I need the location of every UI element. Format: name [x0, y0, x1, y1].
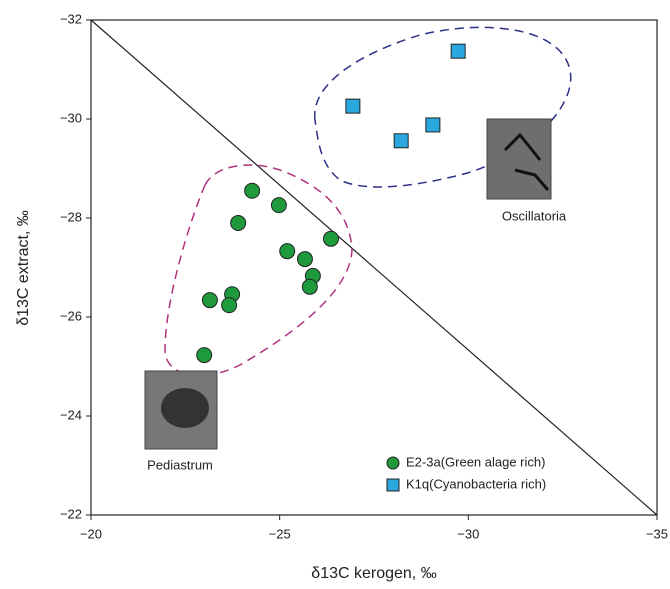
legend-label: E2-3a(Green alage rich)	[406, 454, 545, 469]
y-tick-label: −24	[60, 407, 82, 422]
legend-label: K1q(Cyanobacteria rich)	[406, 476, 546, 491]
x-axis-label: δ13C kerogen, ‰	[311, 565, 436, 582]
point	[280, 244, 295, 259]
legend-swatch	[387, 457, 399, 469]
sem-image	[487, 119, 551, 199]
point	[302, 279, 317, 294]
y-tick-label: −28	[60, 209, 82, 224]
x-tick-label: −35	[646, 526, 668, 541]
point	[245, 183, 260, 198]
chart: Oscillatoria Pediastrum δ13C kerogen, ‰ …	[0, 0, 670, 584]
point	[202, 293, 217, 308]
y-tick-label: −22	[60, 506, 82, 521]
point	[426, 118, 440, 132]
point	[451, 44, 465, 58]
x-tick-label: −25	[269, 526, 291, 541]
point	[197, 348, 212, 363]
y-axis-label: δ13C extract, ‰	[15, 210, 32, 326]
cluster-outline	[165, 165, 352, 376]
point	[271, 198, 286, 213]
point	[222, 298, 237, 313]
annotation: Pediastrum	[147, 457, 213, 472]
y-tick-label: −30	[60, 110, 82, 125]
x-tick-label: −20	[80, 526, 102, 541]
point	[394, 134, 408, 148]
annotation: Oscillatoria	[502, 208, 567, 223]
point	[346, 99, 360, 113]
point	[231, 215, 246, 230]
y-tick-label: −26	[60, 308, 82, 323]
point	[297, 252, 312, 267]
sem-image-detail	[161, 388, 209, 428]
y-tick-label: −32	[60, 11, 82, 26]
point	[323, 231, 338, 246]
x-tick-label: −30	[457, 526, 479, 541]
legend-swatch	[387, 479, 399, 491]
